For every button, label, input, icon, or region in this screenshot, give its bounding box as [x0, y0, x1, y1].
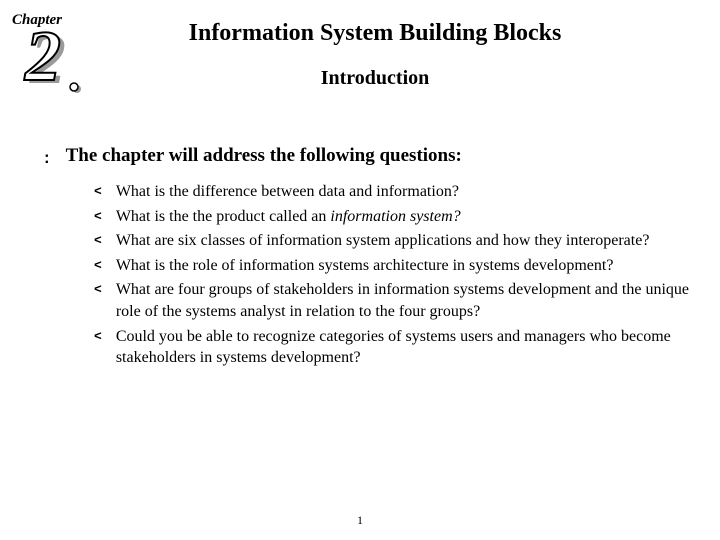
less-than-bullet-icon: <: [94, 327, 102, 347]
question-text: What are six classes of information syst…: [116, 230, 650, 252]
list-item: < What is the role of information system…: [94, 255, 690, 277]
svg-text:2: 2: [24, 16, 61, 96]
question-text: What is the role of information systems …: [116, 255, 614, 277]
less-than-bullet-icon: <: [94, 256, 102, 276]
question-text: What is the the product called an inform…: [116, 206, 461, 228]
less-than-bullet-icon: <: [94, 207, 102, 227]
content-area: : The chapter will address the following…: [0, 145, 720, 369]
page-title: Information System Building Blocks: [30, 0, 720, 47]
questions-list: < What is the difference between data an…: [42, 181, 690, 369]
less-than-bullet-icon: <: [94, 182, 102, 202]
list-item: < What are four groups of stakeholders i…: [94, 279, 690, 322]
page-subtitle: Introduction: [30, 67, 720, 90]
lead-text: The chapter will address the following q…: [66, 145, 462, 167]
list-item: < Could you be able to recognize categor…: [94, 326, 690, 369]
question-text: What is the difference between data and …: [116, 181, 459, 203]
lead-line: : The chapter will address the following…: [42, 145, 690, 171]
list-item: < What is the difference between data an…: [94, 181, 690, 203]
less-than-bullet-icon: <: [94, 280, 102, 300]
question-text: Could you be able to recognize categorie…: [116, 326, 690, 369]
less-than-bullet-icon: <: [94, 231, 102, 251]
question-text: What are four groups of stakeholders in …: [116, 279, 690, 322]
page-number: 1: [0, 513, 720, 528]
chapter-logo: Chapter 2 2: [8, 10, 98, 100]
colon-bullet-icon: :: [42, 147, 52, 171]
list-item: < What are six classes of information sy…: [94, 230, 690, 252]
list-item: < What is the the product called an info…: [94, 206, 690, 228]
